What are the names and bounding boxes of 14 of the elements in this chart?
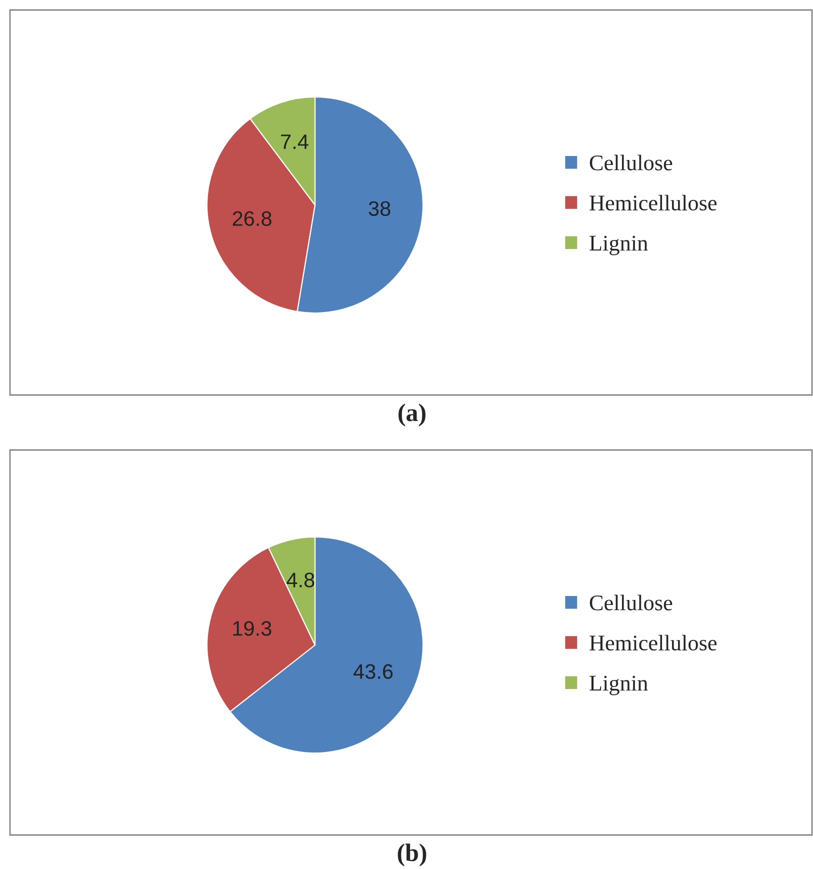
text: (a)	[398, 404, 426, 426]
data-label: 26.8	[232, 211, 272, 226]
data-label: 19.3	[233, 621, 272, 636]
legend-label: Cellulose	[590, 154, 672, 170]
legend-label: Cellulose	[590, 594, 672, 610]
legend-label: Lignin	[590, 236, 648, 256]
data-label: 43.6	[353, 664, 393, 679]
legend-label: Hemicellulose	[590, 194, 717, 211]
legend-label: Hemicellulose	[590, 634, 717, 651]
data-label: 38	[368, 201, 390, 216]
data-label: 4.8	[286, 572, 314, 588]
text: (b)	[398, 844, 426, 866]
legend-label: Lignin	[590, 676, 648, 696]
data-label: 7.4	[281, 134, 308, 149]
